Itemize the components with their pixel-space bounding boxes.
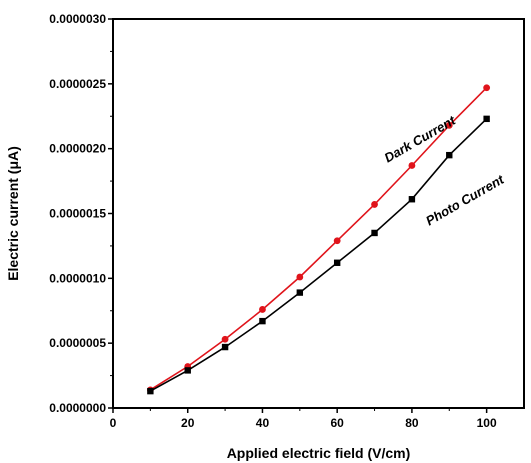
dark-current-series — [146, 84, 491, 394]
dark-current-point — [221, 335, 229, 343]
plot-frame — [112, 18, 525, 409]
dark-current-point — [445, 121, 453, 129]
dark-current-point — [296, 273, 304, 281]
photo-current-point — [259, 317, 266, 325]
y-tick-label: 0.0000015 — [49, 207, 106, 221]
photo-current-point — [333, 259, 341, 266]
x-tick-label: 100 — [477, 416, 497, 430]
photo-current-label: Photo Current — [423, 171, 507, 228]
x-axis-ticks: 0 20 40 60 80 100 — [110, 408, 497, 430]
dark-current-point — [408, 162, 416, 169]
photo-current-line — [150, 118, 488, 392]
y-tick-label: 0.0000010 — [49, 271, 106, 285]
dark-current-point — [259, 306, 266, 313]
x-tick-label: 60 — [331, 416, 345, 430]
dark-current-point — [371, 201, 378, 208]
x-tick-label: 20 — [181, 416, 195, 430]
y-tick-label: 0.0000005 — [49, 336, 106, 350]
x-tick-label: 0 — [110, 416, 117, 430]
photo-current-point — [446, 151, 453, 159]
dark-current-point — [483, 84, 491, 92]
photo-current-point — [483, 115, 490, 123]
y-tick-label: 0.0000030 — [49, 12, 106, 26]
y-tick-label: 0.0000020 — [49, 142, 106, 156]
series-layer — [146, 84, 491, 395]
y-tick-label: 0.0000025 — [49, 77, 106, 91]
photo-current-point — [184, 367, 191, 374]
x-axis-title: Applied electric field (V/cm) — [227, 445, 411, 461]
photo-current-point — [221, 343, 229, 351]
photo-current-point — [296, 289, 304, 296]
y-axis-ticks: 0.0000000 0.0000005 0.0000010 0.0000015 0.00… — [49, 12, 113, 415]
plot-border — [112, 18, 525, 409]
photo-current-point — [371, 229, 378, 237]
y-axis-title: Electric current (μA) — [5, 146, 21, 281]
dark-current-line — [149, 87, 488, 391]
y-tick-label: 0.0000000 — [49, 401, 106, 415]
x-tick-label: 80 — [405, 416, 419, 430]
photo-current-point — [147, 387, 154, 395]
photo-current-series — [147, 115, 490, 395]
dark-current-point — [333, 237, 341, 245]
photo-current-point — [408, 196, 416, 203]
x-tick-label: 40 — [256, 416, 270, 430]
